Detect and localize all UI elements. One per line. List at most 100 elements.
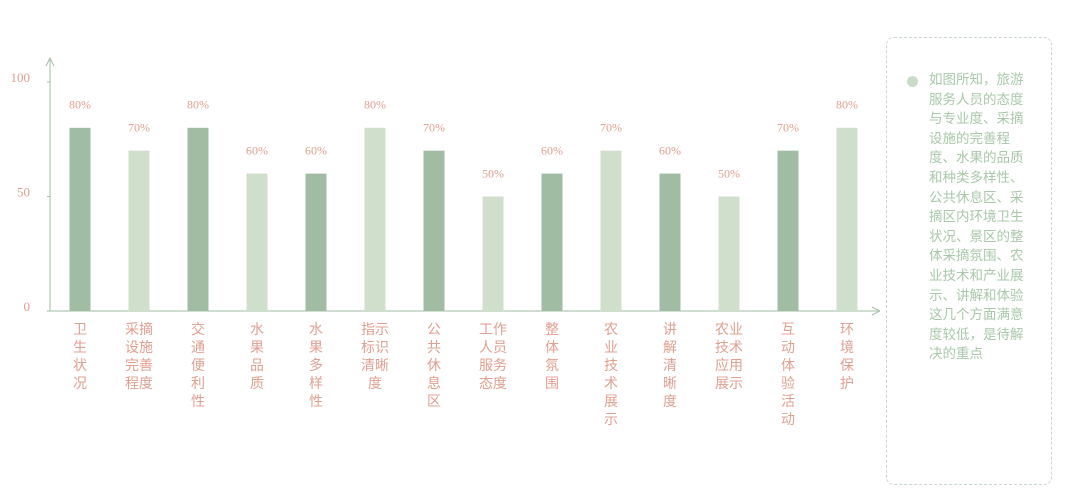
x-tick-label-line: 区 — [427, 394, 441, 410]
y-axis-arrow — [45, 56, 55, 67]
x-tick-label-line: 工作 — [479, 322, 507, 338]
x-tick-label: 指示标识清晰度 — [361, 322, 389, 392]
x-tick-label-line: 验 — [781, 376, 795, 392]
x-tick-label-line: 整 — [545, 322, 559, 338]
bar — [305, 173, 327, 311]
value-label: 80% — [364, 98, 386, 112]
x-tick-label-line: 通 — [191, 340, 205, 356]
bar — [423, 150, 445, 311]
x-tick-label-line: 农 — [604, 322, 618, 338]
x-tick-label-line: 质 — [250, 376, 264, 392]
value-label: 70% — [777, 120, 799, 134]
x-tick-label-line: 解 — [663, 340, 677, 356]
x-tick-label-line: 度 — [368, 376, 382, 392]
x-tick-label-line: 度 — [663, 394, 677, 410]
bar — [364, 127, 386, 311]
x-tick-label-line: 态度 — [479, 376, 507, 392]
value-label: 60% — [246, 143, 268, 157]
bar — [600, 150, 622, 311]
x-tick-label: 公共休息区 — [427, 323, 441, 410]
bar — [541, 173, 563, 311]
x-tick-label-line: 息 — [427, 375, 441, 392]
x-tick-label-line: 服务 — [479, 358, 507, 374]
x-tick-label: 卫生状况 — [73, 323, 87, 392]
x-tick-label-line: 完善 — [125, 358, 153, 374]
x-tick-label-line: 品 — [250, 359, 264, 374]
value-label: 70% — [423, 120, 445, 134]
x-tick-label-line: 休 — [427, 358, 441, 374]
x-tick-label-line: 卫 — [73, 323, 87, 338]
x-tick-label-line: 护 — [840, 376, 854, 392]
x-tick-label-line: 体 — [781, 358, 795, 374]
x-tick-label: 环境保护 — [840, 323, 854, 392]
x-tick-label-line: 公 — [427, 323, 441, 338]
x-tick-label-line: 清晰 — [361, 358, 389, 374]
x-tick-label-line: 体 — [545, 340, 559, 356]
x-tick-label: 互动体验活动 — [781, 323, 795, 428]
x-tick-label-line: 性 — [191, 394, 205, 410]
y-tick-label: 0 — [24, 299, 31, 314]
x-tick-label: 水果多样性 — [309, 322, 323, 410]
x-tick-label: 农业技术应用展示 — [715, 322, 743, 392]
x-tick-label-line: 况 — [73, 377, 87, 392]
x-tick-label-line: 环 — [840, 323, 854, 338]
x-tick-label-line: 应用 — [715, 357, 743, 374]
x-tick-label-line: 状 — [73, 358, 87, 374]
x-tick-label-line: 动 — [781, 412, 795, 428]
bar — [69, 127, 91, 311]
x-axis-arrow — [871, 306, 880, 316]
x-tick-label-line: 展 — [604, 395, 618, 410]
x-tick-label-line: 讲 — [663, 322, 677, 338]
x-tick-label-line: 农业 — [715, 322, 743, 338]
x-tick-label-line: 术 — [604, 376, 618, 392]
x-tick-label-line: 活 — [781, 394, 795, 410]
value-label: 60% — [659, 143, 681, 157]
y-tick-label: 50 — [17, 184, 30, 199]
x-tick-label-line: 保 — [840, 358, 854, 374]
value-label: 80% — [836, 98, 858, 112]
value-label: 80% — [69, 98, 91, 112]
x-tick-label-line: 性 — [309, 394, 323, 410]
x-tick-label-line: 晰 — [663, 376, 677, 392]
x-tick-label-line: 利 — [191, 376, 205, 392]
x-tick-label-line: 水 — [250, 322, 264, 338]
x-tick-label: 水果品质 — [250, 322, 264, 392]
value-label: 70% — [600, 120, 622, 134]
x-tick-label-line: 指示 — [361, 322, 389, 338]
bullet — [907, 76, 918, 87]
x-tick-label-line: 围 — [545, 377, 559, 392]
x-tick-label-line: 果 — [309, 341, 323, 356]
x-tick-label-line: 交 — [191, 321, 205, 338]
x-tick-label: 交通便利性 — [191, 321, 205, 410]
x-tick-label-line: 业 — [604, 340, 618, 356]
bar — [128, 150, 150, 311]
x-tick-label: 采摘设施完善程度 — [125, 321, 153, 392]
value-label: 80% — [187, 98, 209, 112]
x-tick-label-line: 动 — [781, 340, 795, 356]
bar — [482, 196, 504, 311]
value-label: 60% — [305, 143, 327, 157]
x-tick-label-line: 程度 — [125, 376, 153, 392]
annotation: 如图所知，旅游服务人员的态度与专业度、采摘设施的完善程度、水果的品质和种类多样性… — [929, 72, 1024, 362]
bar — [777, 150, 799, 311]
x-tick-label-line: 水 — [309, 322, 323, 338]
x-tick-label-line: 技术 — [715, 340, 743, 356]
x-tick-label-line: 示 — [604, 413, 618, 428]
x-tick-label-line: 氛 — [545, 358, 559, 374]
x-tick-label-line: 互 — [781, 323, 795, 338]
x-tick-label-line: 设施 — [125, 340, 153, 356]
x-tick-label-line: 共 — [427, 340, 441, 356]
x-tick-label-line: 展示 — [715, 377, 743, 392]
x-tick-label-line: 技 — [604, 358, 618, 374]
x-tick-label-line: 便 — [191, 358, 205, 374]
x-tick-label: 整体氛围 — [545, 322, 559, 392]
x-tick-label: 工作人员服务态度 — [479, 322, 507, 392]
x-tick-label-line: 境 — [840, 340, 854, 356]
x-tick-label-line: 标识 — [361, 340, 389, 356]
value-label: 50% — [482, 166, 504, 180]
chart: 0 50 100 80% 卫生状况 70% 采摘设施完善程度 80% 交通便利性 60% 水果品质 6… — [11, 56, 880, 428]
bar — [659, 173, 681, 311]
x-tick-label-line: 清 — [663, 358, 677, 374]
annotation-box: 如图所知，旅游服务人员的态度与专业度、采摘设施的完善程度、水果的品质和种类多样性… — [886, 37, 1052, 485]
